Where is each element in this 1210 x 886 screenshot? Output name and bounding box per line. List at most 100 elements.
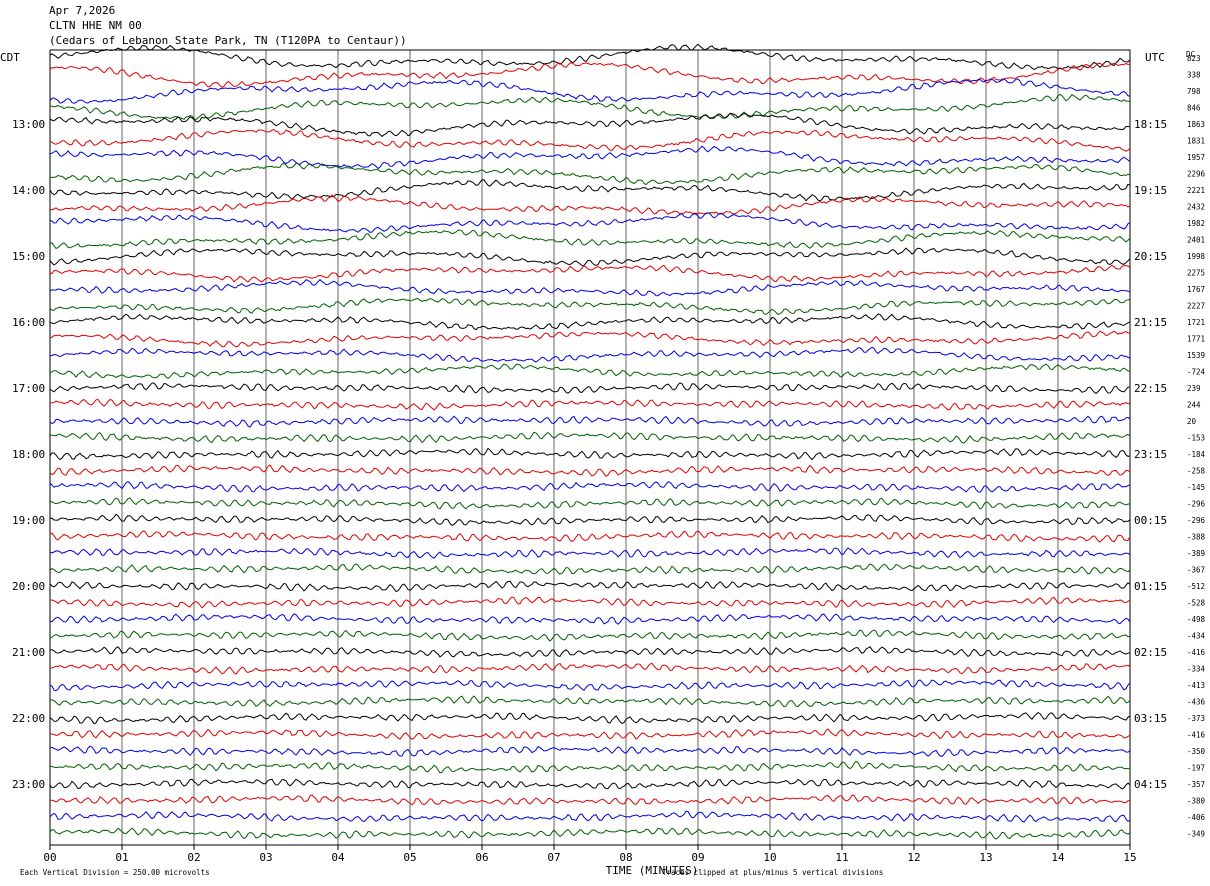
x-tick-label: 00 — [43, 851, 56, 864]
x-tick-label: 07 — [547, 851, 560, 864]
dc-offset-label: 2275 — [1187, 269, 1205, 278]
dc-offset-label: -434 — [1187, 632, 1206, 641]
cdt-hour-label: 15:00 — [12, 250, 45, 263]
seismic-traces — [49, 43, 1131, 840]
x-axis-label: TIME (MINUTES) — [606, 864, 699, 877]
dc-offset-label: 2221 — [1187, 186, 1205, 195]
seismic-trace — [49, 247, 1131, 267]
dc-offset-label: 1771 — [1187, 335, 1205, 344]
seismic-trace — [49, 363, 1131, 380]
plot-location: (Cedars of Lebanon State Park, TN (T120P… — [49, 34, 407, 47]
dc-offset-label: 1957 — [1187, 153, 1205, 162]
seismic-trace — [49, 145, 1131, 170]
dc-offset-label: -367 — [1187, 566, 1205, 575]
seismic-trace — [49, 346, 1131, 363]
seismic-trace — [49, 447, 1131, 461]
dc-offset-label: 244 — [1187, 401, 1201, 410]
dc-offset-label: -184 — [1187, 450, 1206, 459]
seismic-trace — [49, 760, 1131, 774]
dc-offset-label: -416 — [1187, 648, 1206, 657]
seismic-trace — [49, 629, 1131, 642]
seismic-trace — [49, 298, 1131, 316]
footer-clip: Traces clipped at plus/minus 5 vertical … — [662, 868, 883, 877]
x-tick-label: 10 — [763, 851, 776, 864]
dc-offset-label: -380 — [1187, 797, 1206, 806]
seismic-trace — [49, 530, 1131, 543]
dc-offset-label: -349 — [1187, 830, 1205, 839]
cdt-hour-label: 19:00 — [12, 514, 45, 527]
x-tick-label: 01 — [115, 851, 128, 864]
dc-offset-label: 2432 — [1187, 203, 1205, 212]
seismic-trace — [49, 415, 1131, 428]
seismic-trace — [49, 313, 1131, 331]
seismic-trace — [49, 264, 1131, 283]
utc-hour-label: 02:15 — [1134, 646, 1167, 659]
x-tick-label: 08 — [619, 851, 632, 864]
x-tick-label: 05 — [403, 851, 416, 864]
dc-header-label: DC — [1186, 50, 1195, 59]
cdt-hour-label: 22:00 — [12, 712, 45, 725]
seismic-trace — [49, 810, 1131, 823]
dc-offset-label: 823 — [1187, 54, 1201, 63]
cdt-hour-label: 16:00 — [12, 316, 45, 329]
x-tick-label: 02 — [187, 851, 200, 864]
seismic-trace — [49, 480, 1131, 493]
utc-hour-label: 00:15 — [1134, 514, 1167, 527]
seismic-trace — [49, 229, 1131, 249]
x-tick-label: 13 — [979, 851, 992, 864]
seismic-trace — [49, 62, 1131, 88]
x-tick-label: 04 — [331, 851, 345, 864]
dc-offset-label: -528 — [1187, 599, 1206, 608]
dc-offset-label: -350 — [1187, 747, 1206, 756]
utc-hour-label: 19:15 — [1134, 184, 1167, 197]
dc-offset-label: -357 — [1187, 780, 1205, 789]
grid-lines — [49, 49, 1131, 850]
seismic-trace — [49, 711, 1131, 725]
dc-offset-label: 1998 — [1187, 252, 1206, 261]
seismic-trace — [49, 78, 1131, 104]
dc-offset-label: 798 — [1187, 87, 1201, 96]
x-tick-label: 06 — [475, 851, 488, 864]
utc-hour-label: 22:15 — [1134, 382, 1167, 395]
utc-hour-label: 03:15 — [1134, 712, 1167, 725]
seismic-trace — [49, 728, 1131, 740]
x-tick-label: 12 — [907, 851, 920, 864]
footer-scale: Each Vertical Division = 250.00 microvol… — [20, 868, 210, 877]
seismic-trace — [49, 398, 1131, 411]
dc-offset-label: 2401 — [1187, 236, 1205, 245]
seismic-trace — [49, 513, 1131, 526]
seismic-trace — [49, 464, 1131, 477]
cdt-hour-label: 14:00 — [12, 184, 45, 197]
dc-offset-label: 239 — [1187, 384, 1201, 393]
seismic-trace — [49, 43, 1131, 70]
x-tick-label: 15 — [1123, 851, 1136, 864]
utc-hour-label: 18:15 — [1134, 118, 1167, 131]
seismic-trace — [49, 547, 1131, 559]
seismic-trace — [49, 278, 1131, 297]
utc-hour-label: 21:15 — [1134, 316, 1167, 329]
dc-offset-label: -389 — [1187, 549, 1205, 558]
x-tick-label: 09 — [691, 851, 704, 864]
cdt-hour-label: 18:00 — [12, 448, 45, 461]
dc-offset-label: 2296 — [1187, 170, 1206, 179]
dc-offset-label: -296 — [1187, 516, 1206, 525]
dc-offset-label: 1863 — [1187, 120, 1205, 129]
dc-offset-label: -413 — [1187, 681, 1205, 690]
cdt-hour-label: 21:00 — [12, 646, 45, 659]
seismic-trace — [49, 646, 1131, 658]
left-axis-label: CDT — [0, 51, 20, 64]
cdt-hour-label: 13:00 — [12, 118, 45, 131]
seismic-trace — [49, 431, 1131, 444]
seismic-trace — [49, 794, 1131, 806]
axis-labels: 00 01 02 03 04 05 06 07 08 09 10 11 12 13 14 15 TIME (MI… — [0, 50, 1206, 877]
seismic-trace — [49, 662, 1131, 675]
seismic-trace — [49, 679, 1131, 692]
x-tick-label: 11 — [835, 851, 848, 864]
seismic-trace — [49, 330, 1131, 348]
seismic-trace — [49, 194, 1131, 215]
dc-offset-label: -512 — [1187, 582, 1205, 591]
seismic-trace — [49, 128, 1131, 152]
seismic-trace — [49, 112, 1131, 138]
utc-hour-label: 04:15 — [1134, 778, 1167, 791]
dc-offset-label: -388 — [1187, 533, 1206, 542]
